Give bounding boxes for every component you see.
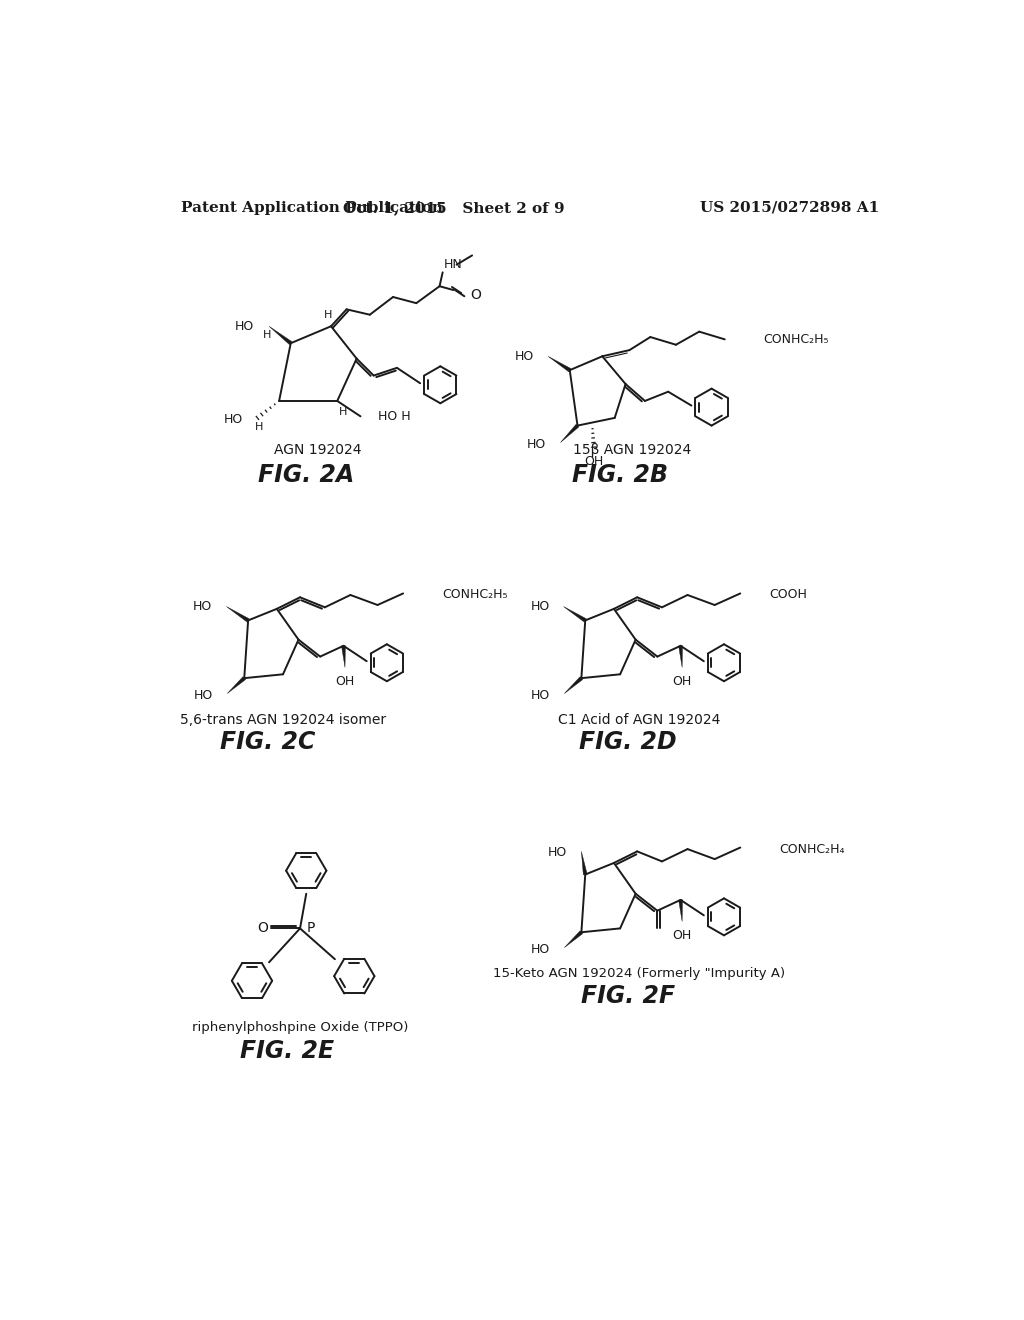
Text: OH: OH: [584, 455, 603, 467]
Polygon shape: [564, 677, 583, 693]
Text: HO: HO: [531, 689, 550, 702]
Text: HO: HO: [548, 846, 567, 859]
Text: H: H: [324, 310, 332, 321]
Text: OH: OH: [673, 929, 692, 942]
Text: HO: HO: [530, 601, 550, 612]
Text: O: O: [471, 288, 481, 302]
Text: OH: OH: [673, 675, 692, 688]
Text: HN: HN: [444, 259, 463, 271]
Text: HO: HO: [194, 689, 213, 702]
Text: HO: HO: [234, 319, 254, 333]
Polygon shape: [226, 607, 249, 622]
Text: HO: HO: [515, 350, 535, 363]
Text: FIG. 2A: FIG. 2A: [258, 462, 354, 487]
Text: H: H: [339, 407, 347, 417]
Polygon shape: [563, 607, 587, 622]
Text: P: P: [306, 921, 314, 936]
Polygon shape: [679, 645, 683, 668]
Text: CONHC₂H₅: CONHC₂H₅: [442, 589, 507, 602]
Text: FIG. 2C: FIG. 2C: [220, 730, 315, 754]
Text: FIG. 2D: FIG. 2D: [579, 730, 677, 754]
Text: HO: HO: [224, 413, 244, 426]
Polygon shape: [560, 424, 579, 442]
Text: CONHC₂H₅: CONHC₂H₅: [764, 333, 829, 346]
Text: FIG. 2E: FIG. 2E: [240, 1039, 334, 1063]
Polygon shape: [269, 326, 292, 345]
Text: US 2015/0272898 A1: US 2015/0272898 A1: [700, 201, 880, 215]
Text: HO H: HO H: [378, 409, 411, 422]
Text: HO: HO: [531, 942, 550, 956]
Text: FIG. 2B: FIG. 2B: [572, 462, 668, 487]
Text: CONHC₂H₄: CONHC₂H₄: [779, 842, 845, 855]
Text: H: H: [255, 422, 263, 432]
Text: FIG. 2F: FIG. 2F: [581, 983, 675, 1008]
Text: Patent Application Publication: Patent Application Publication: [180, 201, 442, 215]
Polygon shape: [582, 851, 587, 875]
Text: riphenylphoshpine Oxide (TPPO): riphenylphoshpine Oxide (TPPO): [191, 1020, 409, 1034]
Text: 15β AGN 192024: 15β AGN 192024: [572, 444, 691, 457]
Text: Oct. 1, 2015   Sheet 2 of 9: Oct. 1, 2015 Sheet 2 of 9: [343, 201, 564, 215]
Polygon shape: [342, 645, 345, 668]
Polygon shape: [564, 931, 583, 948]
Polygon shape: [548, 356, 570, 372]
Text: C1 Acid of AGN 192024: C1 Acid of AGN 192024: [558, 713, 721, 727]
Text: 15-Keto AGN 192024 (Formerly "Impurity A): 15-Keto AGN 192024 (Formerly "Impurity A…: [494, 966, 785, 979]
Text: HO: HO: [194, 601, 212, 612]
Text: AGN 192024: AGN 192024: [274, 444, 361, 457]
Text: H: H: [263, 330, 271, 341]
Polygon shape: [679, 900, 683, 921]
Text: COOH: COOH: [770, 589, 808, 602]
Text: OH: OH: [336, 675, 354, 688]
Text: 5,6-trans AGN 192024 isomer: 5,6-trans AGN 192024 isomer: [180, 713, 386, 727]
Polygon shape: [227, 677, 246, 693]
Text: O: O: [257, 921, 268, 936]
Text: HO: HO: [527, 437, 547, 450]
